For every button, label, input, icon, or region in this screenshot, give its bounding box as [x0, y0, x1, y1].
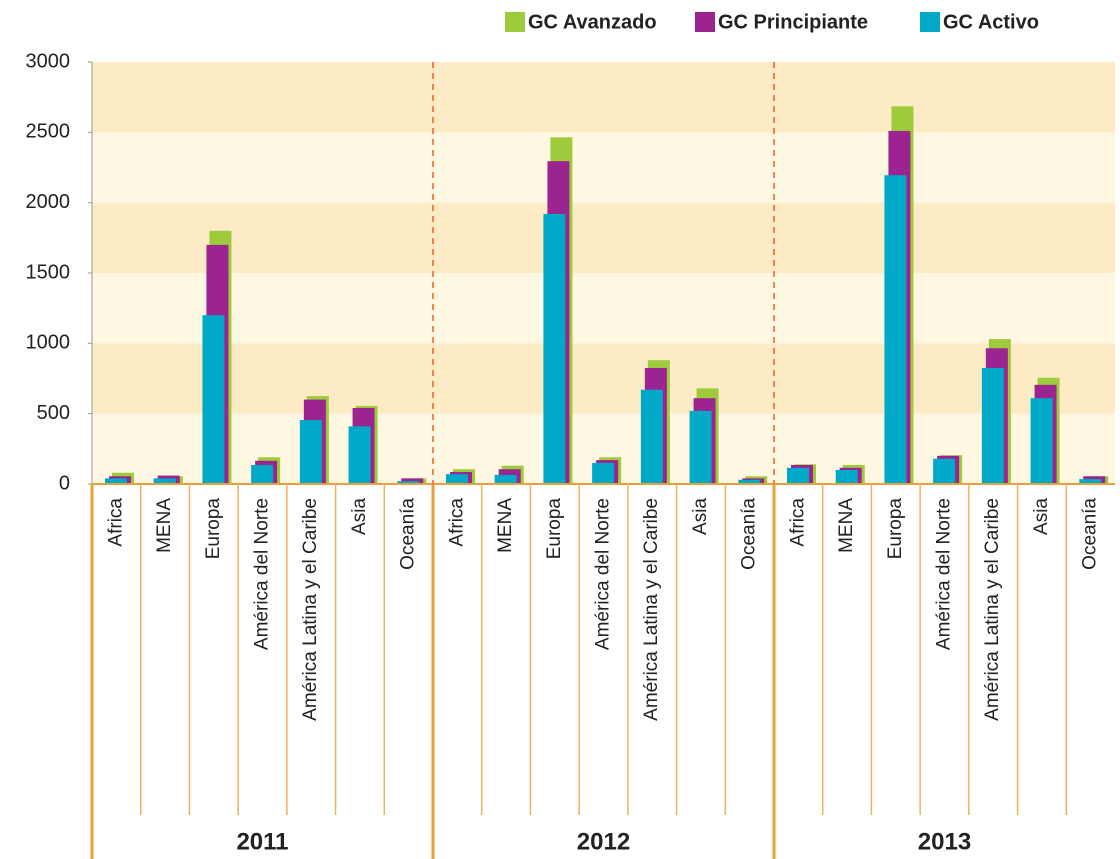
bar — [835, 469, 858, 484]
x-tick-label: América del Norte — [252, 498, 273, 650]
background-band — [92, 132, 1115, 203]
y-tick-label: 0 — [59, 472, 70, 494]
x-tick-label: Europa — [885, 498, 906, 560]
bar — [105, 478, 127, 484]
bar — [689, 410, 712, 484]
x-tick-label: Oceanía — [1080, 498, 1101, 570]
x-tick-label: Asia — [1031, 498, 1052, 535]
background-band — [92, 202, 1115, 273]
bar — [884, 175, 907, 484]
bar — [933, 458, 956, 484]
legend-swatch — [505, 12, 525, 32]
x-tick-label: Europa — [544, 498, 565, 560]
bar — [401, 478, 424, 484]
bar — [348, 426, 371, 484]
bar — [251, 465, 274, 484]
legend-swatch — [695, 12, 715, 32]
x-tick-label: Africa — [105, 498, 126, 547]
bar — [738, 479, 761, 484]
legend-swatch — [920, 12, 940, 32]
bar — [494, 474, 517, 484]
y-tick-label: 2000 — [26, 191, 71, 213]
bar — [299, 419, 322, 484]
x-tick-label: América Latina y el Caribe — [300, 498, 321, 721]
y-tick-label: 3000 — [26, 50, 71, 72]
bar — [202, 315, 225, 484]
x-tick-label: América Latina y el Caribe — [641, 498, 662, 721]
legend-label: GC Activo — [943, 11, 1039, 33]
bar — [397, 481, 420, 484]
x-tick-label: MENA — [154, 498, 175, 553]
bar — [981, 367, 1004, 484]
legend-label: GC Avanzado — [528, 11, 657, 33]
legend-label: GC Principiante — [718, 11, 868, 33]
bar — [592, 462, 615, 484]
x-tick-label: Asia — [349, 498, 370, 535]
background-band — [92, 62, 1115, 133]
bar — [640, 389, 663, 484]
y-tick-label: 500 — [37, 402, 70, 424]
bar — [1079, 479, 1102, 484]
x-tick-label: Africa — [446, 498, 467, 547]
bar — [446, 474, 468, 484]
x-tick-label: Oceanía — [398, 498, 419, 570]
x-tick-label: Africa — [787, 498, 808, 547]
bar — [787, 467, 809, 484]
y-tick-label: 1000 — [26, 332, 71, 354]
background-band — [92, 273, 1115, 344]
x-tick-label: Europa — [203, 498, 224, 560]
bar — [543, 213, 566, 485]
x-tick-label: Asia — [690, 498, 711, 535]
group-label: 2013 — [918, 828, 971, 855]
background-band — [92, 343, 1115, 414]
y-tick-label: 1500 — [26, 261, 71, 283]
bar — [153, 478, 176, 484]
x-tick-label: MENA — [836, 498, 857, 553]
x-tick-label: América del Norte — [934, 498, 955, 650]
x-tick-label: Oceanía — [739, 498, 760, 570]
group-label: 2012 — [577, 828, 630, 855]
x-tick-label: América del Norte — [593, 498, 614, 650]
x-tick-label: América Latina y el Caribe — [982, 498, 1003, 721]
group-label: 2011 — [236, 828, 288, 855]
x-tick-label: MENA — [495, 498, 516, 553]
y-tick-label: 2500 — [26, 121, 71, 143]
bar — [1030, 398, 1053, 484]
